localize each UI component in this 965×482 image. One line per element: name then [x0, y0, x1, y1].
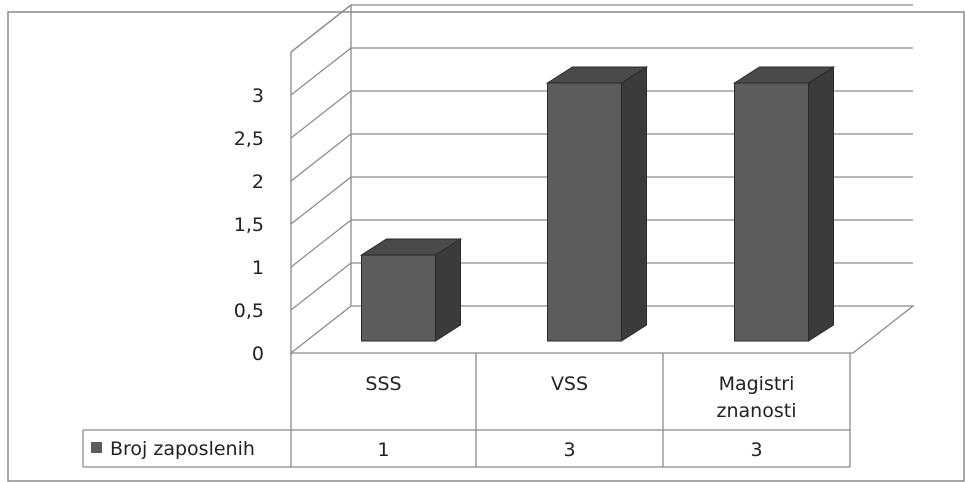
y-axis-ticks: 0 0,5 1 1,5 2 2,5 3 [234, 85, 264, 365]
gridline-side [290, 4, 352, 53]
gridline-side [290, 90, 352, 139]
bar-side [621, 66, 647, 342]
gridline-side [290, 47, 352, 96]
legend-label: Broj zaposlenih [110, 438, 255, 460]
y-tick-label: 2 [252, 171, 264, 193]
data-label: 1 [377, 439, 389, 461]
category-label: znanosti [717, 400, 797, 422]
gridline-side [290, 219, 352, 268]
bar-side [808, 66, 834, 342]
y-tick-label: 0 [252, 343, 264, 365]
bar [732, 66, 836, 342]
y-tick-label: 1,5 [234, 214, 264, 236]
data-label: 3 [563, 439, 575, 461]
gridline-side [290, 176, 352, 225]
category-label: SSS [365, 373, 401, 395]
category-label: Magistri [719, 373, 795, 395]
chart-floor [289, 305, 915, 354]
y-tick-label: 0,5 [234, 300, 264, 322]
bar-front [361, 254, 436, 342]
gridline-side [290, 133, 352, 182]
bar-front [734, 82, 809, 342]
chart-frame [7, 11, 965, 482]
bar-front [547, 82, 622, 342]
y-tick-label: 1 [252, 257, 264, 279]
category-label: VSS [551, 373, 588, 395]
y-tick-label: 2,5 [234, 128, 264, 150]
legend-key [91, 442, 102, 453]
data-table: SSS VSS Magistri znanosti Broj zaposlenih 1 3 3 [82, 353, 851, 468]
gridline-side [290, 262, 352, 311]
data-label: 3 [750, 439, 762, 461]
bars [359, 66, 836, 342]
bar-side [435, 238, 461, 342]
y-tick-label: 3 [252, 85, 264, 107]
bar [545, 66, 649, 342]
bar [359, 238, 463, 342]
